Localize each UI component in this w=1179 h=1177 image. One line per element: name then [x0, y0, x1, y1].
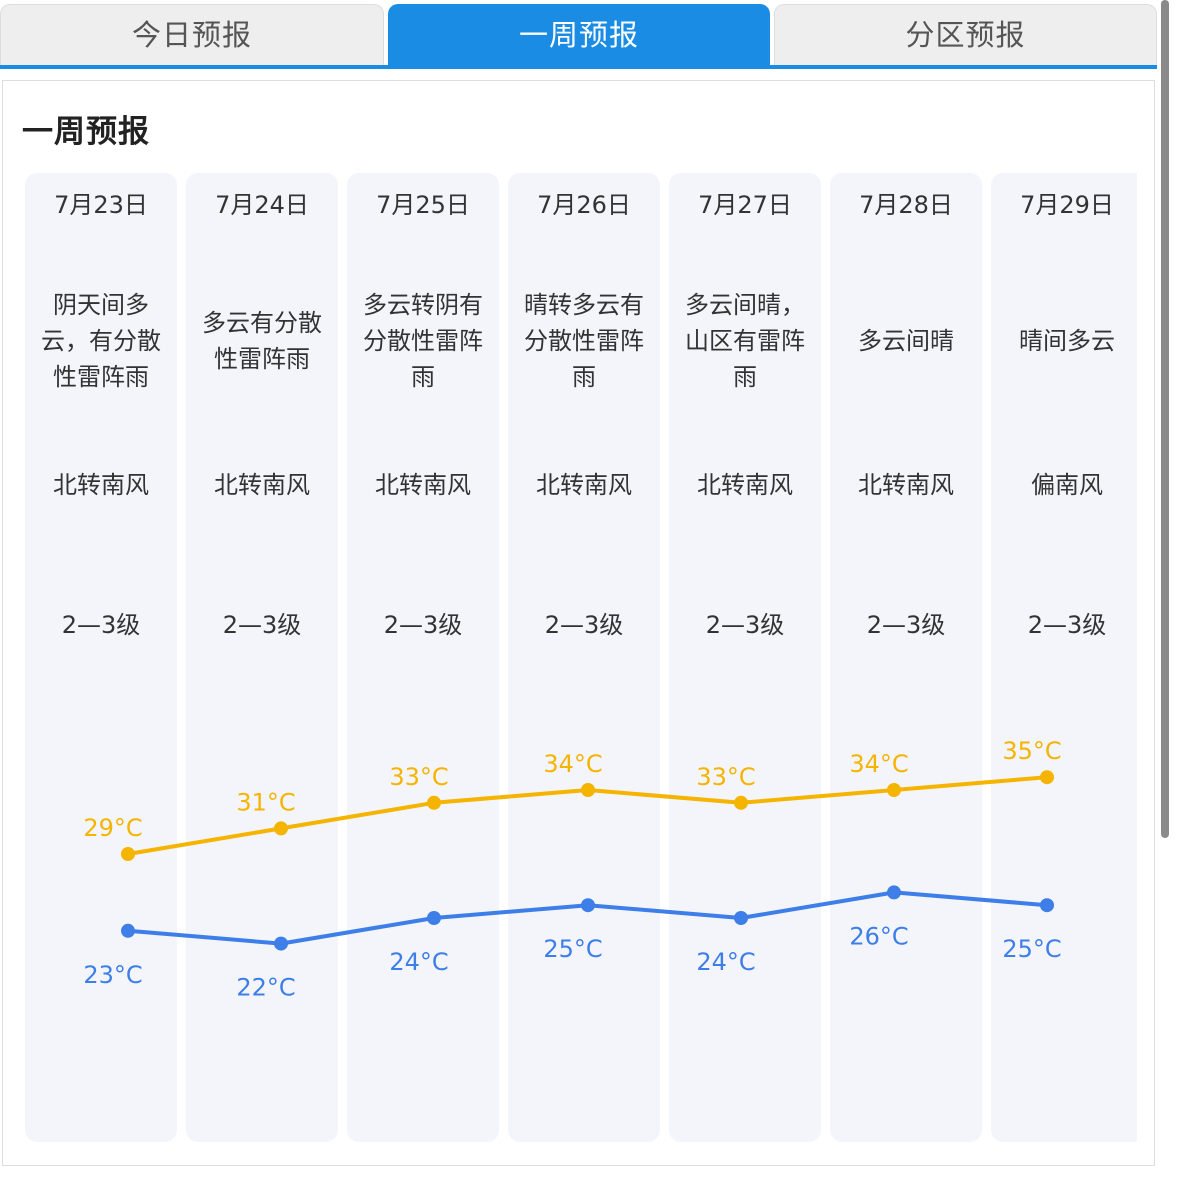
- low-temp-point: [121, 923, 135, 938]
- day-wind-level: 2—3级: [222, 611, 302, 639]
- day-column[interactable]: 7月25日 多云转阴有分散性雷阵雨 北转南风 2—3级: [347, 173, 499, 1142]
- day-column[interactable]: 7月29日 晴间多云 偏南风 2—3级: [991, 173, 1137, 1142]
- tab-underline: [0, 65, 1157, 69]
- day-date: 7月23日: [54, 191, 148, 219]
- high-temp-point: [427, 795, 441, 810]
- high-temp-point: [887, 783, 901, 797]
- low-temp-point: [581, 898, 595, 913]
- forecast-tabs: 今日预报 一周预报 分区预报: [0, 0, 1157, 70]
- day-wind-direction: 北转南风: [53, 471, 149, 499]
- day-wind-direction: 北转南风: [697, 471, 793, 499]
- day-date: 7月28日: [859, 191, 953, 219]
- day-column[interactable]: 7月27日 多云间晴，山区有雷阵雨 北转南风 2—3级: [669, 173, 821, 1142]
- day-date: 7月27日: [698, 191, 792, 219]
- day-weather-desc: 多云转阴有分散性雷阵雨: [363, 291, 483, 391]
- high-temp-point: [581, 783, 595, 797]
- day-wind-level: 2—3级: [61, 611, 141, 639]
- low-temp-point: [427, 911, 441, 925]
- day-weather-desc: 阴天间多云，有分散性雷阵雨: [41, 291, 161, 391]
- low-temp-point: [887, 885, 901, 900]
- tab-district[interactable]: 分区预报: [774, 4, 1157, 65]
- high-temp-label: 34°C: [543, 750, 602, 778]
- low-temp-point: [274, 936, 288, 951]
- high-temp-label: 29°C: [83, 814, 142, 842]
- day-weather-desc: 晴间多云: [1019, 327, 1115, 355]
- tab-today[interactable]: 今日预报: [0, 4, 384, 65]
- day-wind-direction: 北转南风: [214, 471, 310, 499]
- day-wind-level: 2—3级: [544, 611, 624, 639]
- day-wind-level: 2—3级: [1027, 611, 1107, 639]
- day-column[interactable]: 7月24日 多云有分散性雷阵雨 北转南风 2—3级: [186, 173, 338, 1142]
- day-wind-direction: 北转南风: [375, 471, 471, 499]
- high-temp-point: [121, 847, 135, 861]
- high-temp-point: [274, 821, 288, 836]
- low-temp-label: 24°C: [696, 948, 755, 976]
- day-column[interactable]: 7月26日 晴转多云有分散性雷阵雨 北转南风 2—3级: [508, 173, 660, 1142]
- scrollbar[interactable]: [1161, 0, 1169, 838]
- low-temp-label: 23°C: [83, 961, 142, 989]
- low-temp-point: [1040, 898, 1054, 913]
- day-column[interactable]: 7月28日 多云间晴 北转南风 2—3级: [830, 173, 982, 1142]
- low-temp-label: 25°C: [1002, 935, 1061, 963]
- day-wind-direction: 北转南风: [858, 471, 954, 499]
- day-date: 7月26日: [537, 191, 631, 219]
- day-weather-desc: 多云间晴: [858, 327, 954, 355]
- low-temp-label: 24°C: [389, 948, 448, 976]
- high-temp-label: 31°C: [236, 788, 295, 816]
- day-wind-direction: 北转南风: [536, 471, 632, 499]
- high-temp-point: [1040, 770, 1054, 785]
- high-temp-label: 33°C: [389, 763, 448, 791]
- low-temp-label: 22°C: [236, 974, 295, 1002]
- high-temp-label: 35°C: [1002, 737, 1061, 765]
- day-date: 7月29日: [1020, 191, 1114, 219]
- day-weather-desc: 多云有分散性雷阵雨: [202, 309, 322, 373]
- day-wind-direction: 偏南风: [1031, 471, 1103, 499]
- low-temp-label: 25°C: [543, 935, 602, 963]
- day-weather-desc: 多云间晴，山区有雷阵雨: [685, 291, 805, 391]
- day-column[interactable]: 7月23日 阴天间多云，有分散性雷阵雨 北转南风 2—3级: [25, 173, 177, 1142]
- low-temp-label: 26°C: [849, 922, 908, 950]
- day-weather-desc: 晴转多云有分散性雷阵雨: [524, 291, 644, 391]
- day-date: 7月25日: [376, 191, 470, 219]
- tab-week[interactable]: 一周预报: [388, 4, 770, 65]
- section-title: 一周预报: [22, 114, 150, 150]
- day-wind-level: 2—3级: [383, 611, 463, 639]
- high-temp-label: 33°C: [696, 763, 755, 791]
- day-wind-level: 2—3级: [866, 611, 946, 639]
- high-temp-label: 34°C: [849, 750, 908, 778]
- low-temp-point: [734, 911, 748, 925]
- day-date: 7月24日: [215, 191, 309, 219]
- day-wind-level: 2—3级: [705, 611, 785, 639]
- high-temp-point: [734, 795, 748, 810]
